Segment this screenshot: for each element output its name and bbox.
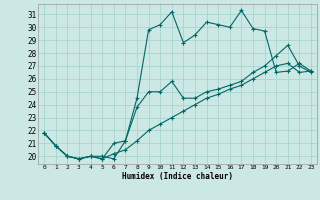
X-axis label: Humidex (Indice chaleur): Humidex (Indice chaleur) [122,172,233,181]
